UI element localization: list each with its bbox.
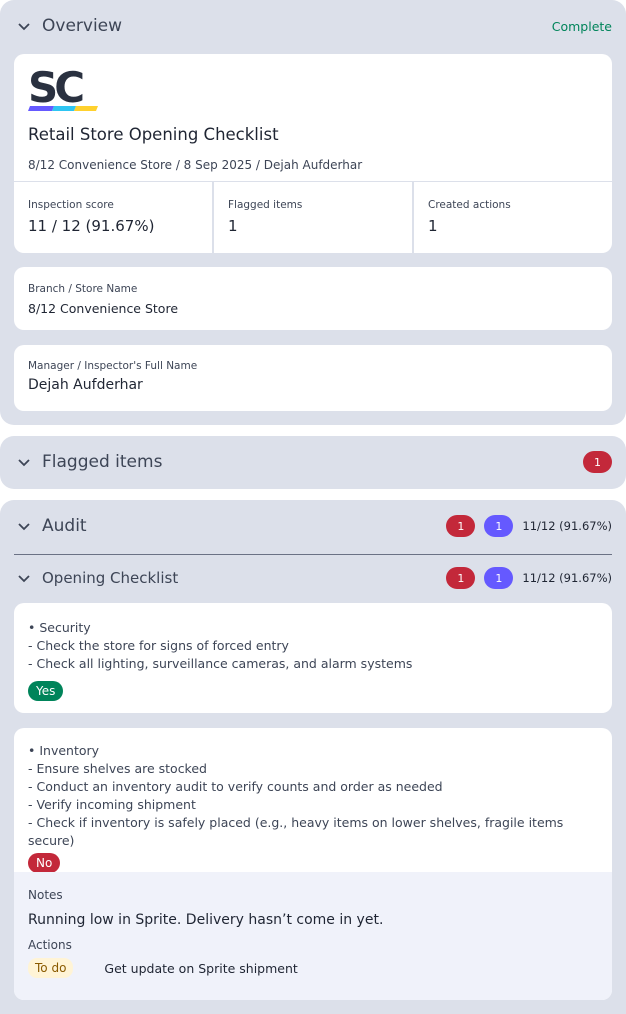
status-complete: Complete (551, 18, 612, 34)
response-yes: Yes (28, 681, 64, 701)
report-summary-card: SC Retail Store Opening Checklist 8/12 C… (14, 54, 612, 253)
notes-section: Notes Running low in Sprite. Delivery ha… (14, 872, 612, 1000)
field-manager: Manager / Inspector's Full Name Dejah Au… (14, 345, 612, 411)
audit-panel: Audit 1 1 11/12 (91.67%) Opening Checklist… (0, 500, 626, 1014)
logo: SC (28, 63, 100, 114)
overview-panel: Overview Complete SC Retail Store Openin… (0, 0, 626, 425)
response-no: No (28, 853, 61, 873)
field-branch: Branch / Store Name 8/12 Convenience Sto… (14, 267, 612, 330)
action-item[interactable]: To do Get update on Sprite shipment (28, 958, 598, 978)
svg-text:SC: SC (28, 66, 83, 112)
audit-header[interactable]: Audit 1 1 11/12 (91.67%) (14, 512, 612, 540)
stat-flagged: Flagged items 1 (214, 182, 412, 253)
chevron-down-icon[interactable] (14, 516, 34, 536)
overview-header[interactable]: Overview Complete (14, 12, 612, 40)
audit-score: 11/12 (91.67%) (522, 519, 612, 533)
flagged-panel: Flagged items 1 (0, 436, 626, 489)
report-subtitle: 8/12 Convenience Store / 8 Sep 2025 / De… (28, 158, 363, 172)
actions-badge: 1 (484, 567, 514, 589)
action-status-badge: To do (28, 958, 74, 978)
flagged-badge: 1 (446, 567, 476, 589)
chevron-down-icon[interactable] (14, 568, 34, 588)
question-inventory: • Inventory - Ensure shelves are stocked… (14, 728, 612, 1000)
stat-score: Inspection score 11 / 12 (91.67%) (14, 182, 212, 253)
stat-actions: Created actions 1 (414, 182, 612, 253)
actions-badge: 1 (484, 515, 514, 537)
action-title: Get update on Sprite shipment (104, 960, 298, 976)
question-security: • Security - Check the store for signs o… (14, 603, 612, 713)
flagged-header[interactable]: Flagged items 1 (14, 448, 612, 476)
section-header[interactable]: Opening Checklist 1 1 11/12 (91.67%) (14, 564, 612, 592)
overview-title: Overview (42, 16, 123, 36)
flagged-count-badge: 1 (583, 451, 612, 473)
chevron-down-icon[interactable] (14, 16, 34, 36)
section-score: 11/12 (91.67%) (522, 571, 612, 585)
flagged-badge: 1 (446, 515, 476, 537)
report-title: Retail Store Opening Checklist (28, 125, 279, 144)
notes-text: Running low in Sprite. Delivery hasn’t c… (28, 912, 384, 928)
chevron-down-icon[interactable] (14, 452, 34, 472)
divider (14, 554, 612, 555)
